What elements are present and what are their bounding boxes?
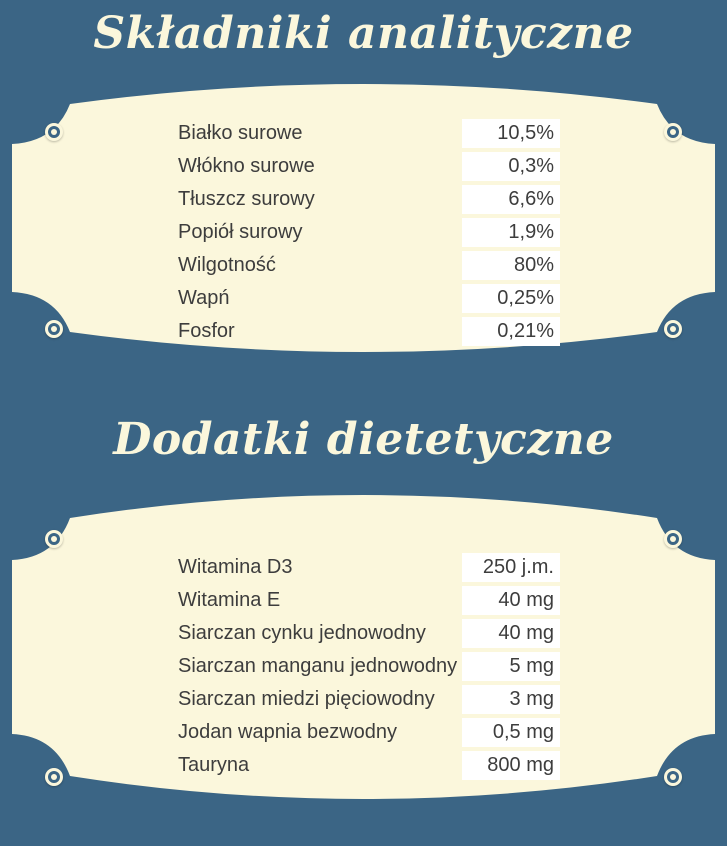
list-item: Witamina E 40 mg [170, 584, 560, 617]
analytical-components-list: Białko surowe 10,5% Włókno surowe 0,3% Tłu… [170, 117, 560, 348]
list-item: Fosfor 0,21% [170, 315, 560, 348]
rivet-icon [45, 530, 63, 548]
additive-value: 800 mg [462, 751, 560, 780]
list-item: Witamina D3 250 j.m. [170, 551, 560, 584]
additive-value: 40 mg [462, 619, 560, 648]
additive-value: 0,5 mg [462, 718, 560, 747]
dietary-additives-list: Witamina D3 250 j.m. Witamina E 40 mg Siar… [170, 551, 560, 782]
list-item: Białko surowe 10,5% [170, 117, 560, 150]
component-value: 0,25% [462, 284, 560, 313]
additive-name: Siarczan manganu jednowodny [178, 655, 458, 677]
rivet-icon [45, 123, 63, 141]
rivet-icon [45, 768, 63, 786]
additive-name: Witamina D3 [178, 556, 293, 578]
list-item: Włókno surowe 0,3% [170, 150, 560, 183]
list-item: Popiół surowy 1,9% [170, 216, 560, 249]
rivet-icon [664, 123, 682, 141]
additive-value: 5 mg [462, 652, 560, 681]
additive-name: Tauryna [178, 754, 250, 776]
component-name: Wilgotność [178, 254, 276, 276]
additive-name: Witamina E [178, 589, 281, 611]
component-name: Tłuszcz surowy [178, 188, 315, 210]
section-title-analytical: Składniki analityczne [93, 8, 634, 59]
list-item: Wapń 0,25% [170, 282, 560, 315]
component-name: Włókno surowe [178, 155, 315, 177]
list-item: Wilgotność 80% [170, 249, 560, 282]
rivet-icon [45, 320, 63, 338]
additive-name: Siarczan miedzi pięciowodny [178, 688, 435, 710]
additive-name: Siarczan cynku jednowodny [178, 622, 426, 644]
list-item: Tauryna 800 mg [170, 749, 560, 782]
component-name: Fosfor [178, 320, 235, 342]
component-name: Białko surowe [178, 122, 303, 144]
additive-value: 3 mg [462, 685, 560, 714]
component-value: 80% [462, 251, 560, 280]
list-item: Jodan wapnia bezwodny 0,5 mg [170, 716, 560, 749]
section-title-dietary: Dodatki dietetyczne [113, 414, 614, 465]
list-item: Siarczan manganu jednowodny 5 mg [170, 650, 560, 683]
list-item: Tłuszcz surowy 6,6% [170, 183, 560, 216]
rivet-icon [664, 768, 682, 786]
component-name: Popiół surowy [178, 221, 303, 243]
rivet-icon [664, 320, 682, 338]
additive-value: 250 j.m. [462, 553, 560, 582]
rivet-icon [664, 530, 682, 548]
additive-value: 40 mg [462, 586, 560, 615]
component-value: 0,21% [462, 317, 560, 346]
component-value: 6,6% [462, 185, 560, 214]
component-value: 10,5% [462, 119, 560, 148]
component-value: 0,3% [462, 152, 560, 181]
list-item: Siarczan cynku jednowodny 40 mg [170, 617, 560, 650]
list-item: Siarczan miedzi pięciowodny 3 mg [170, 683, 560, 716]
additive-name: Jodan wapnia bezwodny [178, 721, 398, 743]
component-name: Wapń [178, 287, 230, 309]
component-value: 1,9% [462, 218, 560, 247]
